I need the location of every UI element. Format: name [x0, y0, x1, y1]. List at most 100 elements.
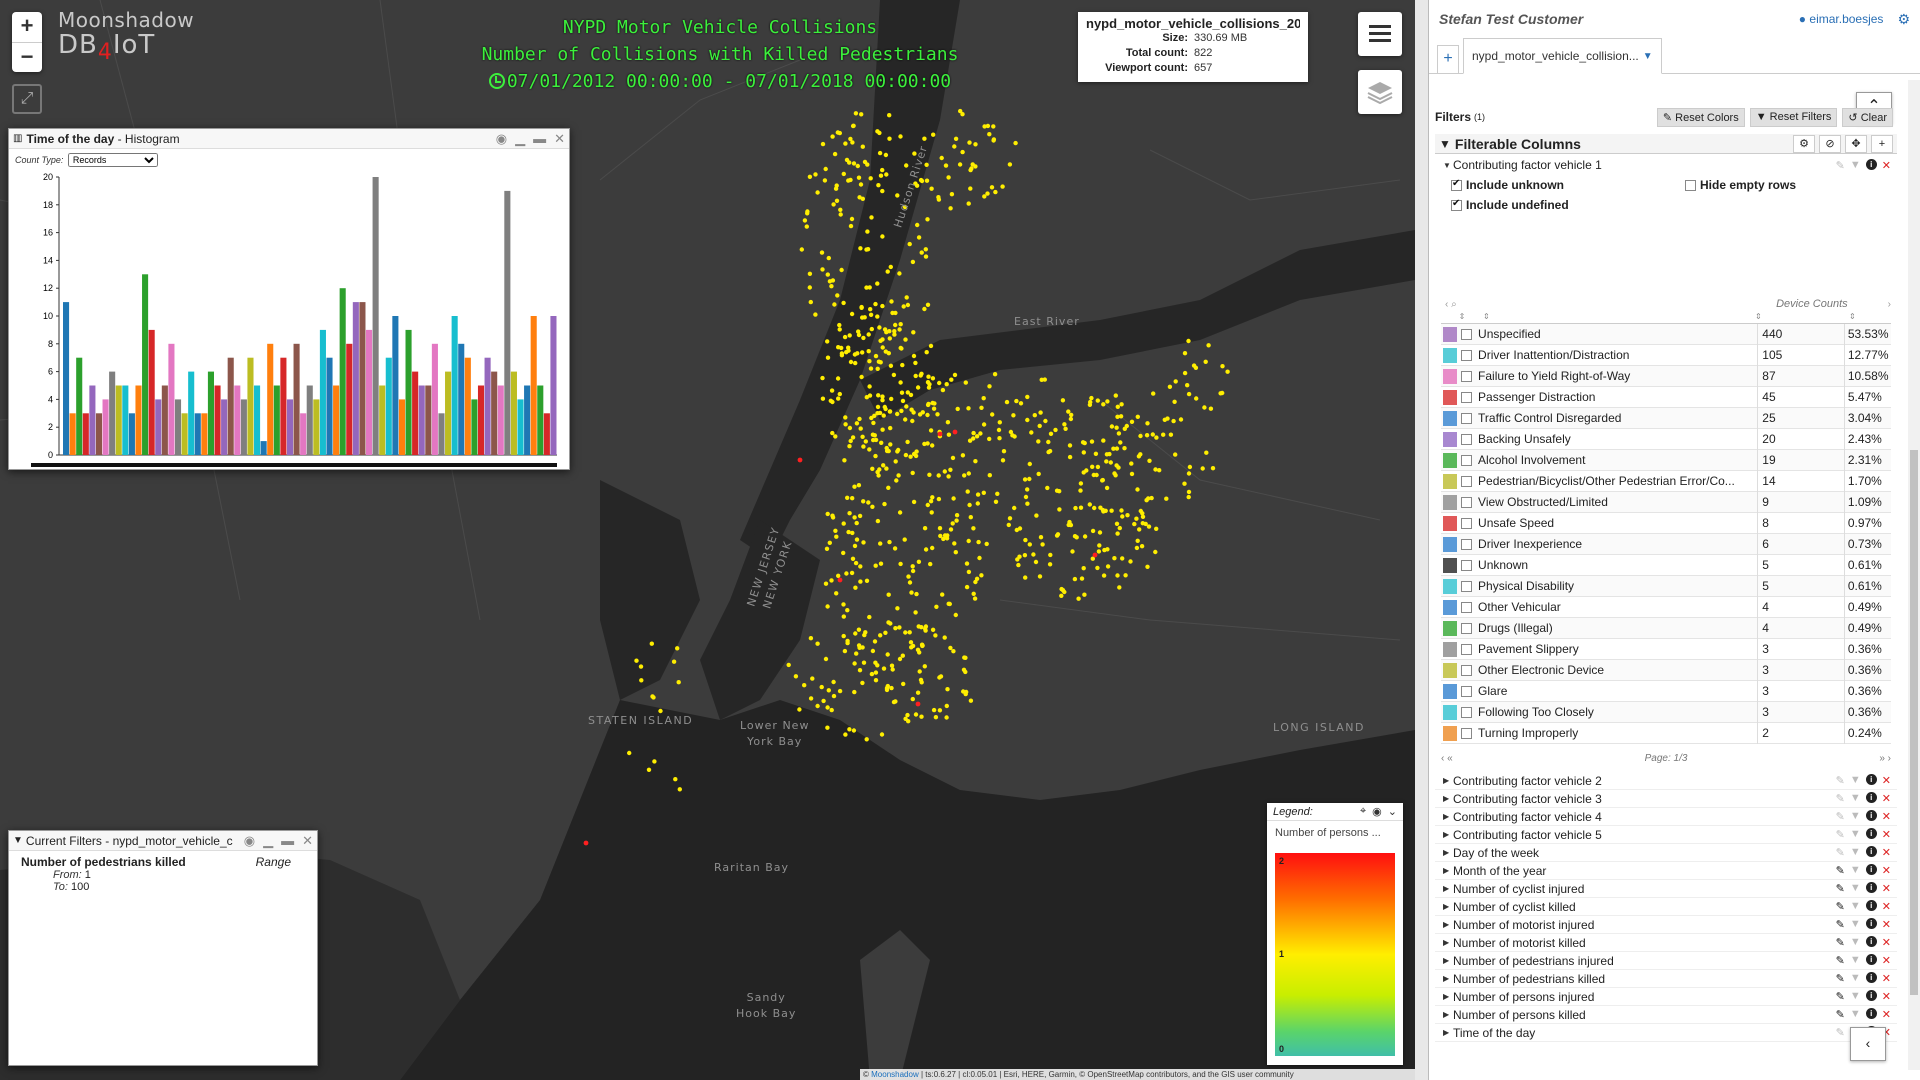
histogram-bar[interactable]: [280, 357, 287, 455]
collision-point[interactable]: [877, 325, 882, 330]
collision-point[interactable]: [931, 406, 937, 411]
collision-point[interactable]: [1208, 406, 1214, 411]
collision-point[interactable]: [1073, 505, 1078, 511]
collision-point[interactable]: [960, 112, 965, 117]
collision-point[interactable]: [1063, 426, 1068, 431]
collision-point[interactable]: [914, 183, 920, 188]
column-row[interactable]: ▶ Number of cyclist killed ✎ ▼ i ✕: [1435, 898, 1897, 916]
row-checkbox[interactable]: [1461, 706, 1473, 718]
collision-point[interactable]: [836, 345, 841, 350]
collision-point[interactable]: [860, 434, 865, 439]
table-row[interactable]: Unspecified 440 53.53%: [1441, 323, 1891, 345]
hide-empty-rows-option[interactable]: Hide empty rows: [1685, 178, 1796, 192]
color-swatch[interactable]: [1443, 347, 1458, 363]
collision-point[interactable]: [1053, 427, 1058, 433]
column-row[interactable]: ▶ Contributing factor vehicle 3 ✎ ▼ i ✕: [1435, 790, 1897, 808]
collision-point[interactable]: [832, 302, 837, 307]
histogram-bar[interactable]: [333, 385, 340, 456]
collision-point[interactable]: [923, 547, 929, 552]
collision-point[interactable]: [837, 327, 842, 332]
collision-point[interactable]: [880, 398, 885, 403]
collision-point[interactable]: [1029, 430, 1034, 435]
collision-point[interactable]: [981, 422, 987, 427]
collision-point[interactable]: [972, 596, 978, 601]
collision-point[interactable]: [848, 223, 854, 229]
collision-point[interactable]: [880, 167, 885, 173]
collision-point[interactable]: [1115, 404, 1121, 409]
minimize-icon[interactable]: ▁: [515, 130, 526, 146]
collision-point[interactable]: [944, 382, 949, 387]
collision-point[interactable]: [823, 581, 829, 586]
funnel-icon[interactable]: ▼: [1849, 900, 1861, 912]
collision-point[interactable]: [946, 474, 951, 479]
collision-point[interactable]: [835, 293, 840, 298]
collision-point[interactable]: [861, 540, 866, 545]
collision-point[interactable]: [922, 526, 928, 531]
collision-point[interactable]: [919, 371, 924, 376]
collision-point[interactable]: [867, 384, 872, 389]
collision-point[interactable]: [865, 229, 870, 234]
collision-point[interactable]: [971, 436, 976, 441]
map-view[interactable]: STATEN ISLAND LONG ISLAND Lower New York…: [0, 0, 1415, 1080]
collision-point[interactable]: [895, 606, 900, 611]
color-swatch[interactable]: [1443, 641, 1458, 657]
collision-point[interactable]: [1101, 509, 1106, 514]
info-icon[interactable]: i: [1865, 1008, 1877, 1019]
collision-point[interactable]: [858, 426, 863, 431]
collision-point[interactable]: [1037, 574, 1043, 579]
collision-point[interactable]: [878, 173, 884, 178]
collision-point[interactable]: [863, 439, 868, 444]
collision-point[interactable]: [919, 625, 924, 630]
color-swatch[interactable]: [1443, 557, 1458, 573]
collision-point[interactable]: [1059, 586, 1064, 592]
collision-point[interactable]: [873, 453, 878, 459]
sidebar-content[interactable]: ⌃ Filters (1) ✎ Reset Colors ▼ Reset Fil…: [1429, 76, 1907, 1076]
info-icon[interactable]: i: [1865, 774, 1877, 785]
histogram-bar[interactable]: [148, 329, 155, 455]
collision-point[interactable]: [1186, 391, 1192, 397]
histogram-bar[interactable]: [207, 371, 214, 455]
collision-point[interactable]: [876, 473, 881, 478]
collision-point[interactable]: [922, 441, 927, 447]
collision-point[interactable]: [990, 412, 995, 417]
collision-point[interactable]: [1165, 416, 1170, 421]
histogram-bar[interactable]: [365, 329, 373, 455]
collision-point[interactable]: [1113, 473, 1118, 478]
sort-icon[interactable]: ⇕: [1755, 312, 1762, 321]
collision-point[interactable]: [843, 415, 848, 420]
collision-point[interactable]: [829, 578, 834, 583]
collision-point[interactable]: [1042, 377, 1048, 382]
collision-point[interactable]: [1088, 399, 1093, 405]
collision-point[interactable]: [1057, 489, 1062, 494]
collision-point[interactable]: [913, 453, 919, 459]
table-row[interactable]: Alcohol Involvement 19 2.31%: [1441, 449, 1891, 471]
device-counts-header[interactable]: Device Counts: [1776, 298, 1848, 310]
moonshadow-link[interactable]: Moonshadow: [871, 1070, 919, 1079]
histogram-bar[interactable]: [445, 371, 452, 455]
collision-point[interactable]: [870, 466, 875, 471]
collision-point[interactable]: [1200, 466, 1205, 471]
collision-point[interactable]: [1186, 471, 1192, 476]
collision-point[interactable]: [1120, 514, 1125, 519]
collision-point[interactable]: [852, 543, 858, 549]
collision-point[interactable]: [941, 536, 946, 542]
collision-point[interactable]: [1016, 562, 1021, 568]
histogram-bar[interactable]: [392, 316, 399, 455]
collision-point[interactable]: [827, 540, 832, 545]
collision-point[interactable]: [862, 315, 867, 320]
collision-point[interactable]: [1047, 562, 1053, 567]
collision-point[interactable]: [911, 330, 916, 335]
collision-point[interactable]: [851, 161, 857, 166]
collision-point[interactable]: [926, 374, 931, 379]
dataset-info[interactable]: nypd_motor_vehicle_collisions_201... Siz…: [1078, 12, 1308, 82]
collision-point[interactable]: [904, 295, 909, 300]
collision-point[interactable]: [857, 668, 863, 673]
collision-point[interactable]: [949, 192, 955, 197]
collision-point[interactable]: [823, 166, 828, 172]
histogram-bar[interactable]: [418, 385, 425, 456]
histogram-bar[interactable]: [398, 399, 406, 455]
collision-point[interactable]: [889, 685, 894, 691]
collision-point[interactable]: [910, 418, 915, 424]
collision-point[interactable]: [1036, 439, 1041, 444]
collision-point[interactable]: [888, 442, 893, 447]
